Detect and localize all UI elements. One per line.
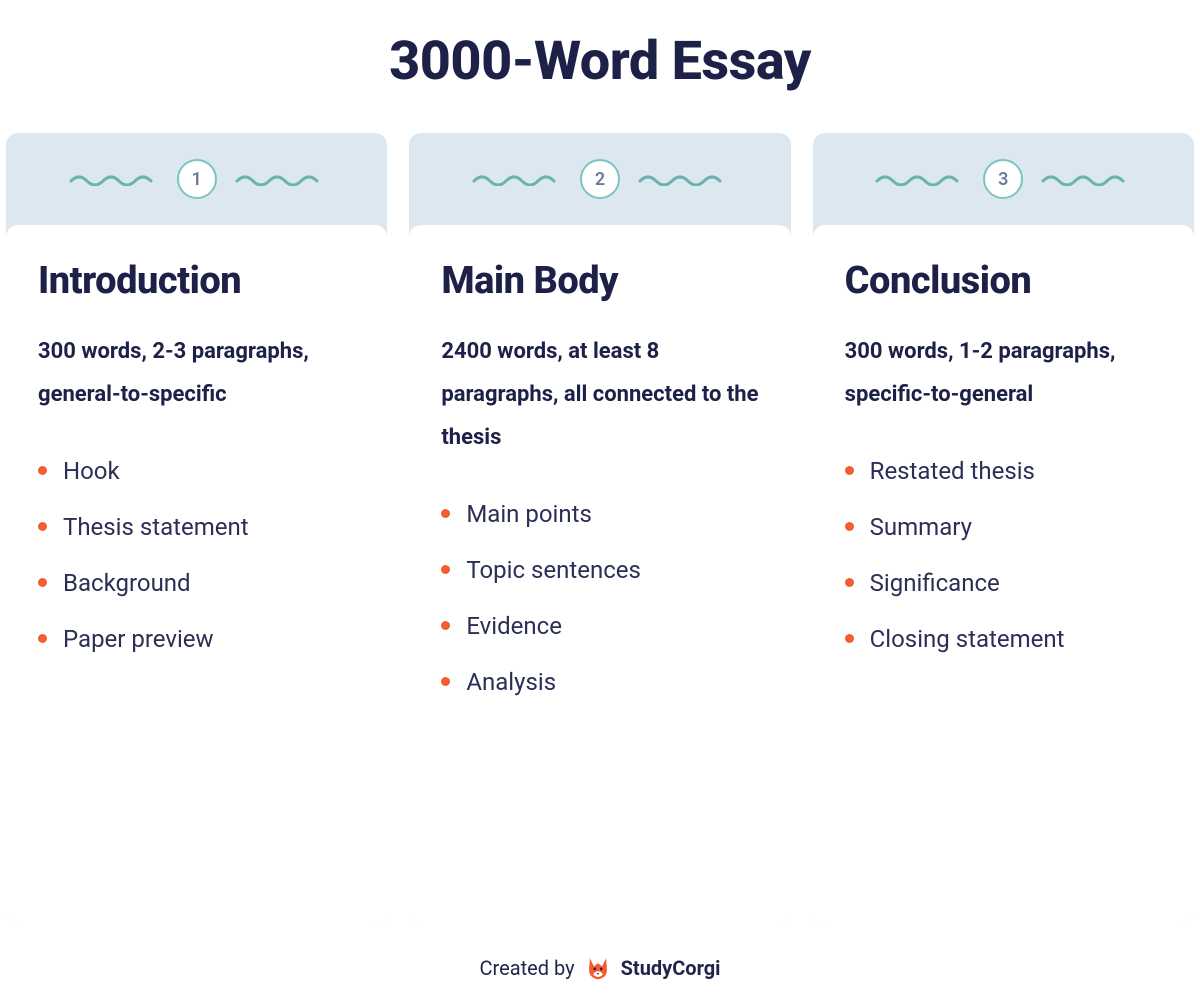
item-list: Hook Thesis statement Background Paper p…	[38, 443, 355, 667]
page-root: 3000-Word Essay 1 Introduction 300 words…	[0, 0, 1200, 1003]
item-label: Analysis	[466, 668, 556, 696]
footer-brand: StudyCorgi	[621, 956, 721, 980]
column-card: Introduction 300 words, 2-3 paragraphs, …	[6, 225, 387, 925]
squiggle-icon	[1041, 172, 1131, 186]
bullet-icon	[441, 677, 450, 686]
column-header: 3	[813, 133, 1194, 225]
list-item: Thesis statement	[38, 499, 355, 555]
footer-prefix: Created by	[480, 956, 575, 980]
step-number: 3	[998, 169, 1008, 190]
item-label: Thesis statement	[63, 513, 249, 541]
squiggle-icon	[875, 172, 965, 186]
list-item: Paper preview	[38, 611, 355, 667]
section-subtitle: 2400 words, at least 8 paragraphs, all c…	[441, 331, 758, 460]
list-item: Hook	[38, 443, 355, 499]
step-number: 1	[192, 169, 202, 190]
column-main-body: 2 Main Body 2400 words, at least 8 parag…	[409, 133, 790, 925]
column-conclusion: 3 Conclusion 300 words, 1-2 paragraphs, …	[813, 133, 1194, 925]
list-item: Evidence	[441, 598, 758, 654]
list-item: Summary	[845, 499, 1162, 555]
squiggle-icon	[472, 172, 562, 186]
bullet-icon	[441, 509, 450, 518]
section-heading: Introduction	[38, 259, 355, 303]
item-label: Closing statement	[870, 625, 1065, 653]
step-number: 2	[595, 169, 605, 190]
item-label: Evidence	[466, 612, 562, 640]
list-item: Closing statement	[845, 611, 1162, 667]
squiggle-icon	[638, 172, 728, 186]
squiggle-icon	[235, 172, 325, 186]
item-label: Main points	[466, 500, 592, 528]
bullet-icon	[845, 578, 854, 587]
step-badge-2: 2	[580, 159, 620, 199]
item-label: Restated thesis	[870, 457, 1035, 485]
list-item: Significance	[845, 555, 1162, 611]
step-badge-3: 3	[983, 159, 1023, 199]
section-heading: Main Body	[441, 259, 758, 303]
list-item: Topic sentences	[441, 542, 758, 598]
footer: Created by StudyCorgi	[0, 925, 1200, 1003]
list-item: Background	[38, 555, 355, 611]
columns-container: 1 Introduction 300 words, 2-3 paragraphs…	[0, 133, 1200, 925]
step-badge-1: 1	[177, 159, 217, 199]
bullet-icon	[845, 466, 854, 475]
bullet-icon	[38, 634, 47, 643]
column-header: 1	[6, 133, 387, 225]
list-item: Main points	[441, 486, 758, 542]
corgi-icon	[585, 955, 611, 981]
item-label: Hook	[63, 457, 120, 485]
bullet-icon	[38, 466, 47, 475]
item-list: Restated thesis Summary Significance Clo…	[845, 443, 1162, 667]
bullet-icon	[38, 578, 47, 587]
item-label: Significance	[870, 569, 1000, 597]
section-subtitle: 300 words, 1-2 paragraphs, specific-to-g…	[845, 331, 1162, 417]
squiggle-icon	[69, 172, 159, 186]
item-label: Background	[63, 569, 191, 597]
column-header: 2	[409, 133, 790, 225]
bullet-icon	[38, 522, 47, 531]
bullet-icon	[845, 522, 854, 531]
page-title: 3000-Word Essay	[0, 0, 1200, 133]
item-label: Summary	[870, 513, 972, 541]
bullet-icon	[441, 565, 450, 574]
item-label: Paper preview	[63, 625, 214, 653]
bullet-icon	[441, 621, 450, 630]
item-list: Main points Topic sentences Evidence Ana…	[441, 486, 758, 710]
column-introduction: 1 Introduction 300 words, 2-3 paragraphs…	[6, 133, 387, 925]
list-item: Analysis	[441, 654, 758, 710]
item-label: Topic sentences	[466, 556, 641, 584]
list-item: Restated thesis	[845, 443, 1162, 499]
section-heading: Conclusion	[845, 259, 1162, 303]
bullet-icon	[845, 634, 854, 643]
column-card: Main Body 2400 words, at least 8 paragra…	[409, 225, 790, 925]
column-card: Conclusion 300 words, 1-2 paragraphs, sp…	[813, 225, 1194, 925]
section-subtitle: 300 words, 2-3 paragraphs, general-to-sp…	[38, 331, 355, 417]
